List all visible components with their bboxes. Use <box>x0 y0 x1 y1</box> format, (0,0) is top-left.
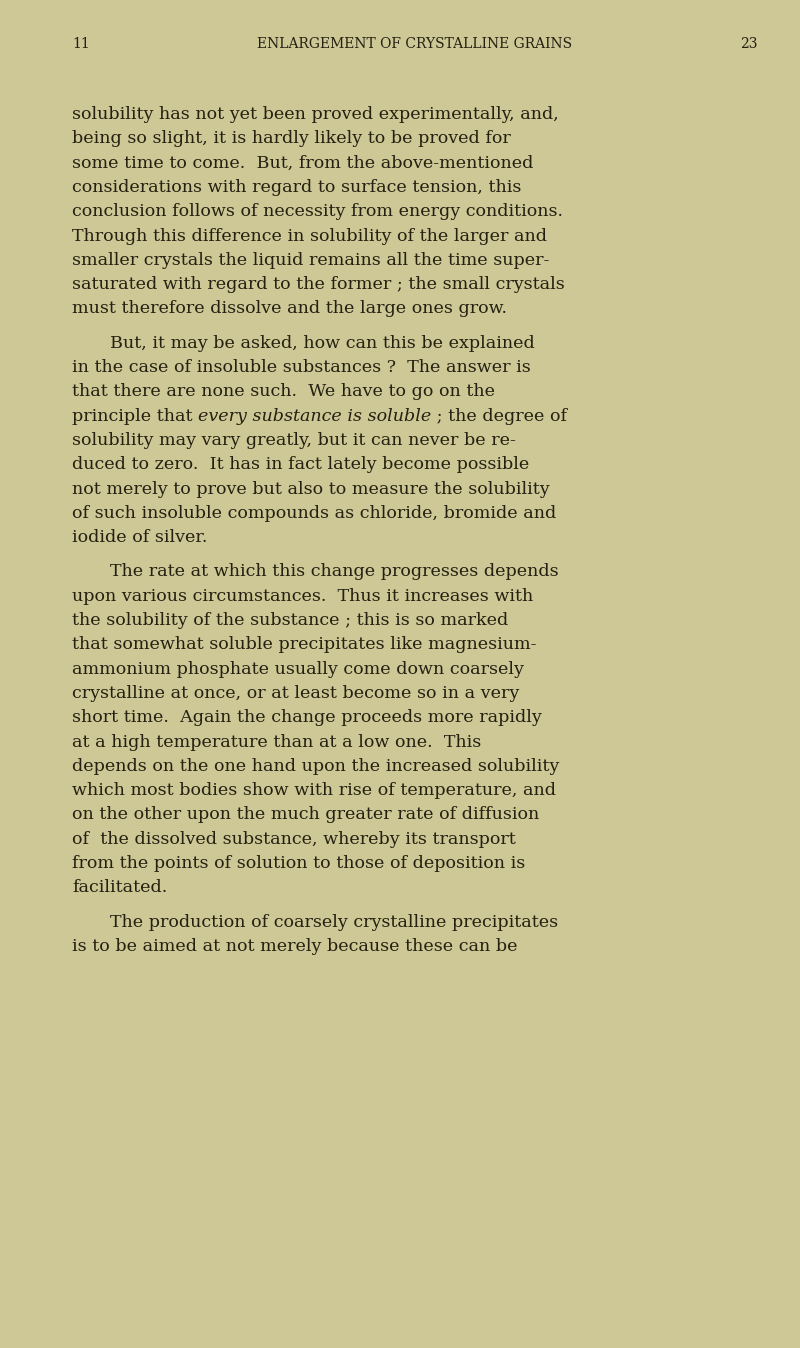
Text: 23: 23 <box>741 36 758 51</box>
Text: The rate at which this change progresses depends: The rate at which this change progresses… <box>110 563 558 581</box>
Text: principle that: principle that <box>72 407 198 425</box>
Text: short time.  Again the change proceeds more rapidly: short time. Again the change proceeds mo… <box>72 709 542 727</box>
Text: of such insoluble compounds as chloride, bromide and: of such insoluble compounds as chloride,… <box>72 504 556 522</box>
Text: solubility may vary greatly, but it can never be re-: solubility may vary greatly, but it can … <box>72 431 516 449</box>
Text: from the points of solution to those of deposition is: from the points of solution to those of … <box>72 855 526 872</box>
Text: depends on the one hand upon the increased solubility: depends on the one hand upon the increas… <box>72 758 559 775</box>
Text: saturated with regard to the former ; the small crystals: saturated with regard to the former ; th… <box>72 276 565 293</box>
Text: is to be aimed at not merely because these can be: is to be aimed at not merely because the… <box>72 938 518 954</box>
Text: in the case of insoluble substances ?  The answer is: in the case of insoluble substances ? Th… <box>72 359 530 376</box>
Text: ; the degree of: ; the degree of <box>431 407 567 425</box>
Text: which most bodies show with rise of temperature, and: which most bodies show with rise of temp… <box>72 782 556 799</box>
Text: iodide of silver.: iodide of silver. <box>72 530 207 546</box>
Text: The production of coarsely crystalline precipitates: The production of coarsely crystalline p… <box>110 914 558 930</box>
Text: ENLARGEMENT OF CRYSTALLINE GRAINS: ENLARGEMENT OF CRYSTALLINE GRAINS <box>258 36 573 51</box>
Text: upon various circumstances.  Thus it increases with: upon various circumstances. Thus it incr… <box>72 588 534 605</box>
Text: that there are none such.  We have to go on the: that there are none such. We have to go … <box>72 383 495 400</box>
Text: the solubility of the substance ; this is so marked: the solubility of the substance ; this i… <box>72 612 508 630</box>
Text: at a high temperature than at a low one.  This: at a high temperature than at a low one.… <box>72 733 482 751</box>
Text: conclusion follows of necessity from energy conditions.: conclusion follows of necessity from ene… <box>72 204 563 220</box>
Text: not merely to prove but also to measure the solubility: not merely to prove but also to measure … <box>72 480 550 497</box>
Text: smaller crystals the liquid remains all the time super-: smaller crystals the liquid remains all … <box>72 252 550 268</box>
Text: being so slight, it is hardly likely to be proved for: being so slight, it is hardly likely to … <box>72 131 510 147</box>
Text: But, it may be asked, how can this be explained: But, it may be asked, how can this be ex… <box>110 334 534 352</box>
Text: of  the dissolved substance, whereby its transport: of the dissolved substance, whereby its … <box>72 830 516 848</box>
Text: ammonium phosphate usually come down coarsely: ammonium phosphate usually come down coa… <box>72 661 524 678</box>
Text: on the other upon the much greater rate of diffusion: on the other upon the much greater rate … <box>72 806 539 824</box>
Text: facilitated.: facilitated. <box>72 879 167 896</box>
Text: must therefore dissolve and the large ones grow.: must therefore dissolve and the large on… <box>72 301 507 317</box>
Text: duced to zero.  It has in fact lately become possible: duced to zero. It has in fact lately bec… <box>72 456 530 473</box>
Text: some time to come.  But, from the above-mentioned: some time to come. But, from the above-m… <box>72 155 534 171</box>
Text: crystalline at once, or at least become so in a very: crystalline at once, or at least become … <box>72 685 519 702</box>
Text: solubility has not yet been proved experimentally, and,: solubility has not yet been proved exper… <box>72 106 558 123</box>
Text: every substance is soluble: every substance is soluble <box>198 407 431 425</box>
Text: 11: 11 <box>72 36 90 51</box>
Text: Through this difference in solubility of the larger and: Through this difference in solubility of… <box>72 228 547 244</box>
Text: considerations with regard to surface tension, this: considerations with regard to surface te… <box>72 179 522 195</box>
Text: that somewhat soluble precipitates like magnesium-: that somewhat soluble precipitates like … <box>72 636 537 654</box>
